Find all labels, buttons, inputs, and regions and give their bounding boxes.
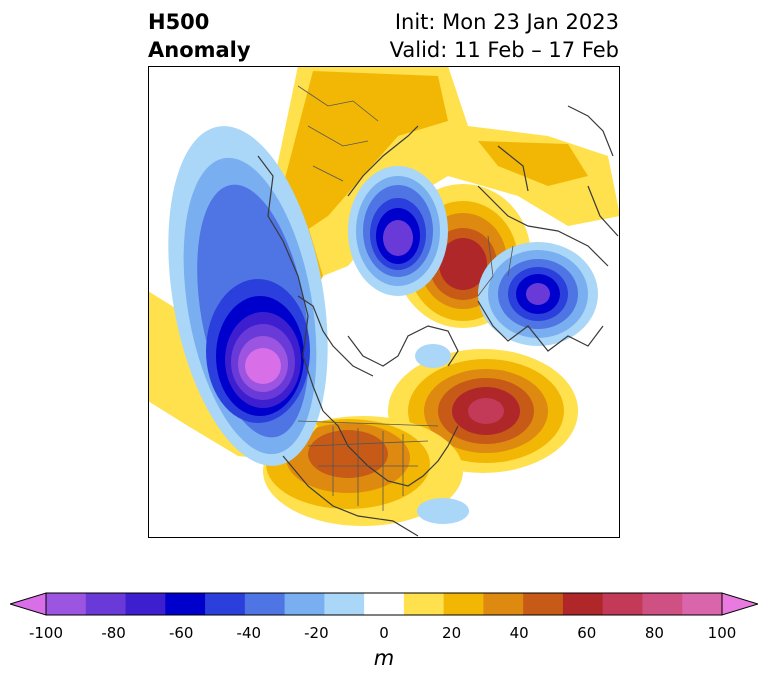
colorbar-cell	[562, 593, 604, 615]
init-date: Init: Mon 23 Jan 2023	[394, 10, 619, 34]
trough-small-atlantic	[417, 498, 469, 524]
colorbar-cell	[165, 593, 206, 615]
anomaly-map	[148, 66, 620, 538]
trough-pacific	[168, 126, 328, 466]
colorbar-unit: m	[373, 646, 395, 670]
colorbar-tick-label: 80	[644, 624, 664, 642]
borders	[297, 85, 514, 511]
colorbar-cell	[682, 593, 723, 615]
colorbar-cell	[523, 593, 564, 615]
colorbar-cell	[46, 593, 87, 615]
colorbar-cell	[642, 593, 683, 615]
colorbar-max-arrow	[721, 592, 758, 616]
colorbar-min-arrow	[10, 592, 47, 616]
colorbar-cell	[284, 593, 325, 615]
colorbar	[10, 592, 758, 616]
colorbar-tick-label: 0	[379, 624, 389, 642]
colorbar-tick-label: 20	[442, 624, 462, 642]
colorbar-tick-label: -80	[101, 624, 126, 642]
valid-range: Valid: 11 Feb – 17 Feb	[389, 38, 619, 62]
colorbar-cell	[364, 593, 405, 615]
colorbar-tick-label: -60	[168, 624, 194, 642]
colorbar-cell	[85, 593, 127, 615]
colorbar-cell	[125, 593, 166, 615]
chart-title-left: H500 Anomaly	[148, 8, 251, 64]
title-variable: H500	[148, 10, 210, 34]
trough-n-europe	[348, 166, 448, 296]
chart-title-right: Init: Mon 23 Jan 2023 Valid: 11 Feb – 17…	[390, 8, 619, 64]
colorbar-tick-label: -40	[236, 624, 262, 642]
colorbar-tick-label: -100	[28, 624, 64, 642]
coastlines	[257, 105, 619, 537]
colorbar-cell	[483, 593, 524, 615]
trough-siberia	[478, 242, 598, 346]
colorbar-cell	[443, 593, 484, 615]
colorbar-tick-label: 60	[577, 624, 597, 642]
colorbar-cell	[324, 593, 365, 615]
colorbar-cell	[602, 593, 643, 615]
map-svg	[148, 66, 620, 538]
colorbar-cell	[205, 593, 246, 615]
colorbar-cell	[403, 593, 445, 615]
map-border	[148, 66, 620, 538]
colorbar-tick-label: 100	[707, 624, 737, 642]
colorbar-tick-label: -20	[304, 624, 329, 642]
colorbar-outline	[45, 592, 723, 616]
colorbar-cell	[244, 593, 286, 615]
colorbar-tick-label: 40	[509, 624, 529, 642]
trough-small-arctic	[415, 344, 451, 368]
title-field: Anomaly	[148, 38, 251, 62]
